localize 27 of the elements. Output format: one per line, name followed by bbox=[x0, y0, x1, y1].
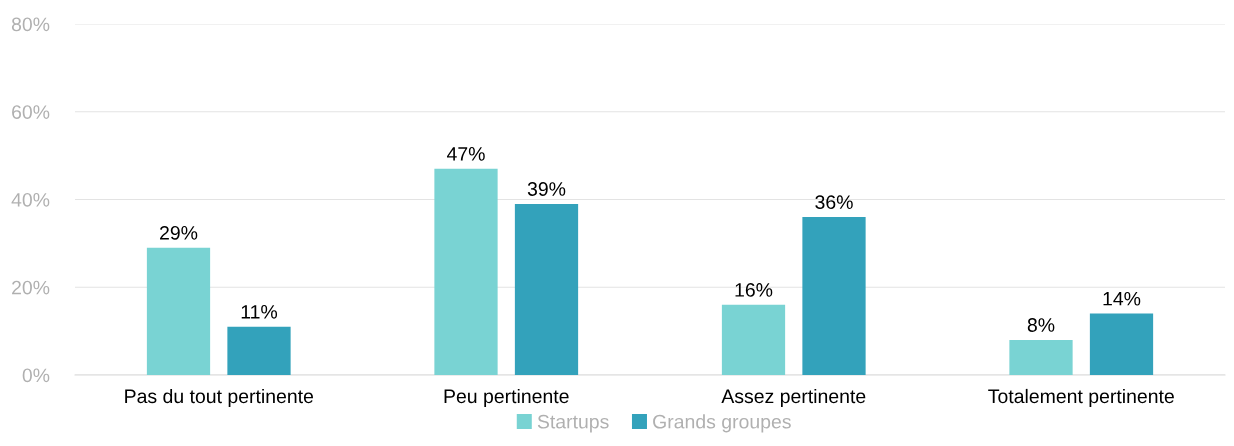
y-tick-label: 0% bbox=[22, 368, 50, 383]
legend-label: Startups bbox=[537, 414, 609, 433]
bar bbox=[146, 247, 211, 375]
bar bbox=[227, 326, 291, 375]
y-tick-label: 20% bbox=[12, 280, 50, 295]
bar bbox=[721, 304, 786, 375]
y-tick-label: 80% bbox=[11, 17, 50, 32]
data-label: 11% bbox=[241, 305, 278, 319]
data-label: 47% bbox=[446, 147, 485, 161]
legend-label: Grands groupes bbox=[653, 414, 791, 433]
data-label: 29% bbox=[160, 225, 198, 240]
x-tick-label: Totalement pertinente bbox=[988, 388, 1174, 408]
y-tick-label: 40% bbox=[11, 192, 50, 207]
data-label: 36% bbox=[815, 195, 853, 210]
x-tick-label: Peu pertinente bbox=[444, 388, 569, 408]
bar bbox=[1089, 313, 1154, 375]
data-label: 8% bbox=[1027, 318, 1055, 332]
x-tick-label: Assez pertinente bbox=[721, 388, 866, 408]
bar bbox=[434, 168, 498, 375]
y-tick-label: 60% bbox=[12, 105, 50, 119]
data-label: 14% bbox=[1103, 291, 1141, 306]
bar bbox=[802, 217, 866, 375]
bar bbox=[514, 203, 579, 375]
data-label: 16% bbox=[735, 283, 773, 297]
bar bbox=[1009, 339, 1073, 375]
x-tick-label: Pas du tout pertinente bbox=[125, 388, 314, 408]
data-label: 39% bbox=[527, 182, 566, 196]
